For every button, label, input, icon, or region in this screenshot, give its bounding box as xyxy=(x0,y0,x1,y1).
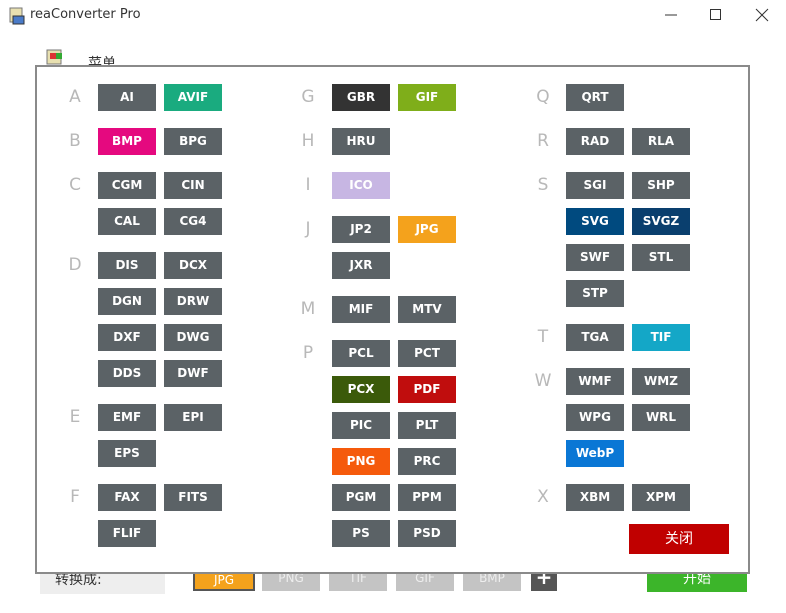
format-button[interactable]: GIF xyxy=(398,84,456,111)
format-button[interactable]: HRU xyxy=(332,128,390,155)
format-button[interactable]: SWF xyxy=(566,244,624,271)
format-button[interactable]: WebP xyxy=(566,440,624,467)
format-button[interactable]: GBR xyxy=(332,84,390,111)
format-button[interactable]: DGN xyxy=(98,288,156,315)
group-letter: S xyxy=(537,175,549,195)
format-button[interactable]: JP2 xyxy=(332,216,390,243)
format-button[interactable]: TIF xyxy=(632,324,690,351)
format-button[interactable]: DIS xyxy=(98,252,156,279)
format-button[interactable]: PNG xyxy=(332,448,390,475)
maximize-button[interactable] xyxy=(709,8,723,22)
format-button[interactable]: MIF xyxy=(332,296,390,323)
group-letter: P xyxy=(302,343,314,363)
format-button[interactable]: AVIF xyxy=(164,84,222,111)
format-button[interactable]: PSD xyxy=(398,520,456,547)
format-button[interactable]: WRL xyxy=(632,404,690,431)
format-button[interactable]: DDS xyxy=(98,360,156,387)
format-button[interactable]: EPS xyxy=(98,440,156,467)
dialog-close-button[interactable]: 关闭 xyxy=(629,524,729,554)
group-letter: E xyxy=(69,407,81,427)
close-window-button[interactable] xyxy=(755,8,769,22)
format-button[interactable]: SVGZ xyxy=(632,208,690,235)
format-button[interactable]: DWG xyxy=(164,324,222,351)
group-letter: D xyxy=(68,255,82,275)
group-letter: I xyxy=(305,175,311,195)
format-button[interactable]: FAX xyxy=(98,484,156,511)
format-button[interactable]: PGM xyxy=(332,484,390,511)
group-letter: J xyxy=(305,219,311,239)
format-button[interactable]: PDF xyxy=(398,376,456,403)
format-button[interactable]: JPG xyxy=(398,216,456,243)
group-letter: A xyxy=(69,87,81,107)
format-button[interactable]: XPM xyxy=(632,484,690,511)
format-button[interactable]: PPM xyxy=(398,484,456,511)
format-button[interactable]: DCX xyxy=(164,252,222,279)
group-letter: R xyxy=(537,131,549,151)
group-letter: M xyxy=(300,299,316,319)
format-button[interactable]: DRW xyxy=(164,288,222,315)
format-button[interactable]: MTV xyxy=(398,296,456,323)
format-button[interactable]: PIC xyxy=(332,412,390,439)
format-button[interactable]: RLA xyxy=(632,128,690,155)
group-letter: H xyxy=(301,131,315,151)
format-button[interactable]: CGM xyxy=(98,172,156,199)
format-button[interactable]: AI xyxy=(98,84,156,111)
format-button[interactable]: PS xyxy=(332,520,390,547)
format-button[interactable]: CAL xyxy=(98,208,156,235)
window-title: reaConverter Pro xyxy=(30,7,141,22)
app-icon xyxy=(9,7,25,25)
format-button[interactable]: SVG xyxy=(566,208,624,235)
format-button[interactable]: EMF xyxy=(98,404,156,431)
group-letter: T xyxy=(537,327,549,347)
format-button[interactable]: PCT xyxy=(398,340,456,367)
group-letter: Q xyxy=(536,87,550,107)
format-button[interactable]: DWF xyxy=(164,360,222,387)
group-letter: B xyxy=(69,131,81,151)
format-button[interactable]: WMF xyxy=(566,368,624,395)
format-button[interactable]: PCL xyxy=(332,340,390,367)
format-button[interactable]: SGI xyxy=(566,172,624,199)
format-button[interactable]: XBM xyxy=(566,484,624,511)
format-button[interactable]: QRT xyxy=(566,84,624,111)
format-button[interactable]: STP xyxy=(566,280,624,307)
format-button[interactable]: TGA xyxy=(566,324,624,351)
format-button[interactable]: STL xyxy=(632,244,690,271)
format-button[interactable]: SHP xyxy=(632,172,690,199)
format-button[interactable]: FITS xyxy=(164,484,222,511)
group-letter: F xyxy=(70,487,80,507)
format-button[interactable]: BMP xyxy=(98,128,156,155)
format-button[interactable]: RAD xyxy=(566,128,624,155)
format-button[interactable]: CIN xyxy=(164,172,222,199)
convert-label: 转换成: xyxy=(55,572,102,588)
format-button[interactable]: CG4 xyxy=(164,208,222,235)
format-button[interactable]: WMZ xyxy=(632,368,690,395)
format-button[interactable]: PRC xyxy=(398,448,456,475)
minimize-button[interactable] xyxy=(664,8,678,22)
menu-icon xyxy=(46,49,62,65)
format-button[interactable]: DXF xyxy=(98,324,156,351)
group-letter: C xyxy=(69,175,81,195)
format-button[interactable]: PLT xyxy=(398,412,456,439)
format-button[interactable]: JXR xyxy=(332,252,390,279)
group-letter: G xyxy=(301,87,315,107)
format-button[interactable]: BPG xyxy=(164,128,222,155)
format-button[interactable]: ICO xyxy=(332,172,390,199)
format-button[interactable]: FLIF xyxy=(98,520,156,547)
format-button[interactable]: WPG xyxy=(566,404,624,431)
format-button[interactable]: PCX xyxy=(332,376,390,403)
group-letter: W xyxy=(534,371,552,391)
group-letter: X xyxy=(537,487,549,507)
format-button[interactable]: EPI xyxy=(164,404,222,431)
